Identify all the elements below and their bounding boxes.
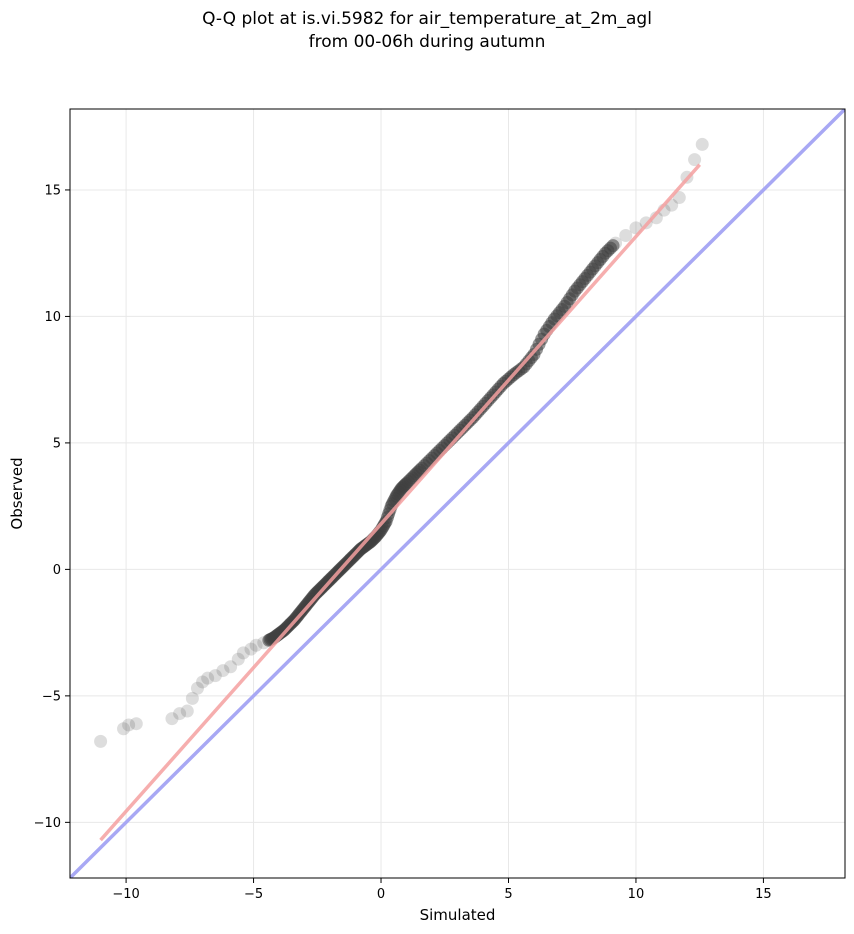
x-tick-label: 0	[377, 887, 385, 902]
fit-line	[99, 163, 701, 842]
y-tick-label: 15	[44, 183, 61, 198]
x-axis-label: Simulated	[420, 906, 496, 924]
identity-line	[70, 109, 845, 878]
data-point	[196, 675, 210, 689]
data-point	[216, 664, 230, 678]
x-tick-label: −10	[112, 887, 139, 902]
data-point	[94, 734, 108, 748]
data-point	[619, 228, 633, 242]
y-tick-label: 0	[53, 563, 61, 578]
x-tick-label: 5	[504, 887, 512, 902]
data-point	[190, 681, 204, 695]
data-point	[117, 722, 131, 736]
chart-subtitle: from 00-06h during autumn	[308, 32, 546, 52]
data-point	[649, 211, 663, 225]
data-point	[609, 236, 623, 250]
y-tick-label: 10	[44, 310, 61, 325]
data-point	[695, 137, 709, 151]
data-point	[672, 191, 686, 205]
data-point	[208, 669, 222, 683]
data-point	[129, 717, 143, 731]
data-point	[231, 652, 245, 666]
identity-line-group	[70, 109, 845, 878]
data-point	[688, 153, 702, 167]
data-point	[236, 646, 250, 660]
x-tick-label: −5	[244, 887, 263, 902]
data-point	[249, 638, 263, 652]
x-tick-label: 10	[628, 887, 645, 902]
y-tick-label: 5	[53, 436, 61, 451]
chart-title: Q-Q plot at is.vi.5982 for air_temperatu…	[202, 9, 652, 29]
data-point	[606, 239, 620, 253]
ticks: −10 −5 0 5 10 15 −10 −5 0 5 10 15	[34, 183, 772, 902]
y-tick-label: −10	[34, 816, 61, 831]
data-point	[122, 718, 136, 732]
data-point	[165, 712, 179, 726]
data-point	[244, 642, 258, 656]
data-point	[201, 671, 215, 685]
grid	[70, 109, 845, 878]
y-axis-label: Observed	[8, 457, 26, 529]
y-tick-label: −5	[42, 689, 61, 704]
data-point	[180, 704, 194, 718]
data-point	[185, 691, 199, 705]
data-point	[173, 707, 187, 721]
fit-line-group	[99, 163, 701, 842]
x-tick-label: 15	[755, 887, 772, 902]
plot-frame	[69, 108, 846, 879]
data-point	[224, 660, 238, 674]
